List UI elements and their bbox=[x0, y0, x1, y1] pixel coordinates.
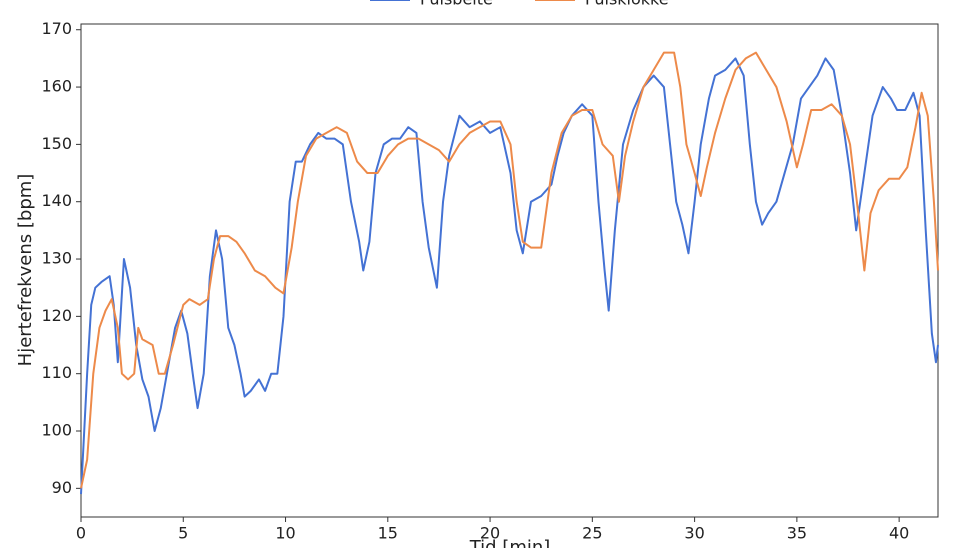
x-tick-label: 25 bbox=[582, 524, 602, 543]
legend-label: Pulsklokke bbox=[585, 0, 669, 9]
y-tick-label: 140 bbox=[41, 191, 72, 210]
x-tick-label: 30 bbox=[684, 524, 704, 543]
x-tick-label: 15 bbox=[378, 524, 398, 543]
y-tick-label: 160 bbox=[41, 77, 72, 96]
y-axis-label: Hjertefrekvens [bpm] bbox=[15, 174, 36, 367]
y-tick-label: 100 bbox=[41, 421, 72, 440]
data-line bbox=[80, 51, 939, 489]
y-tick-label: 130 bbox=[41, 249, 72, 268]
legend-label: Pulsbelte bbox=[420, 0, 493, 9]
y-tick-label: 110 bbox=[41, 363, 72, 382]
x-axis-label: Tid [min] bbox=[469, 537, 551, 548]
x-tick-label: 35 bbox=[787, 524, 807, 543]
plot-frame bbox=[80, 23, 939, 518]
data-line bbox=[80, 57, 939, 495]
y-tick-label: 120 bbox=[41, 306, 72, 325]
x-tick-label: 40 bbox=[889, 524, 909, 543]
x-tick-label: 0 bbox=[76, 524, 86, 543]
y-tick-label: 170 bbox=[41, 19, 72, 38]
x-tick-label: 5 bbox=[178, 524, 188, 543]
y-tick-label: 150 bbox=[41, 134, 72, 153]
y-tick-label: 90 bbox=[52, 478, 72, 497]
x-tick-label: 10 bbox=[275, 524, 295, 543]
x-tick-label: 20 bbox=[480, 524, 500, 543]
